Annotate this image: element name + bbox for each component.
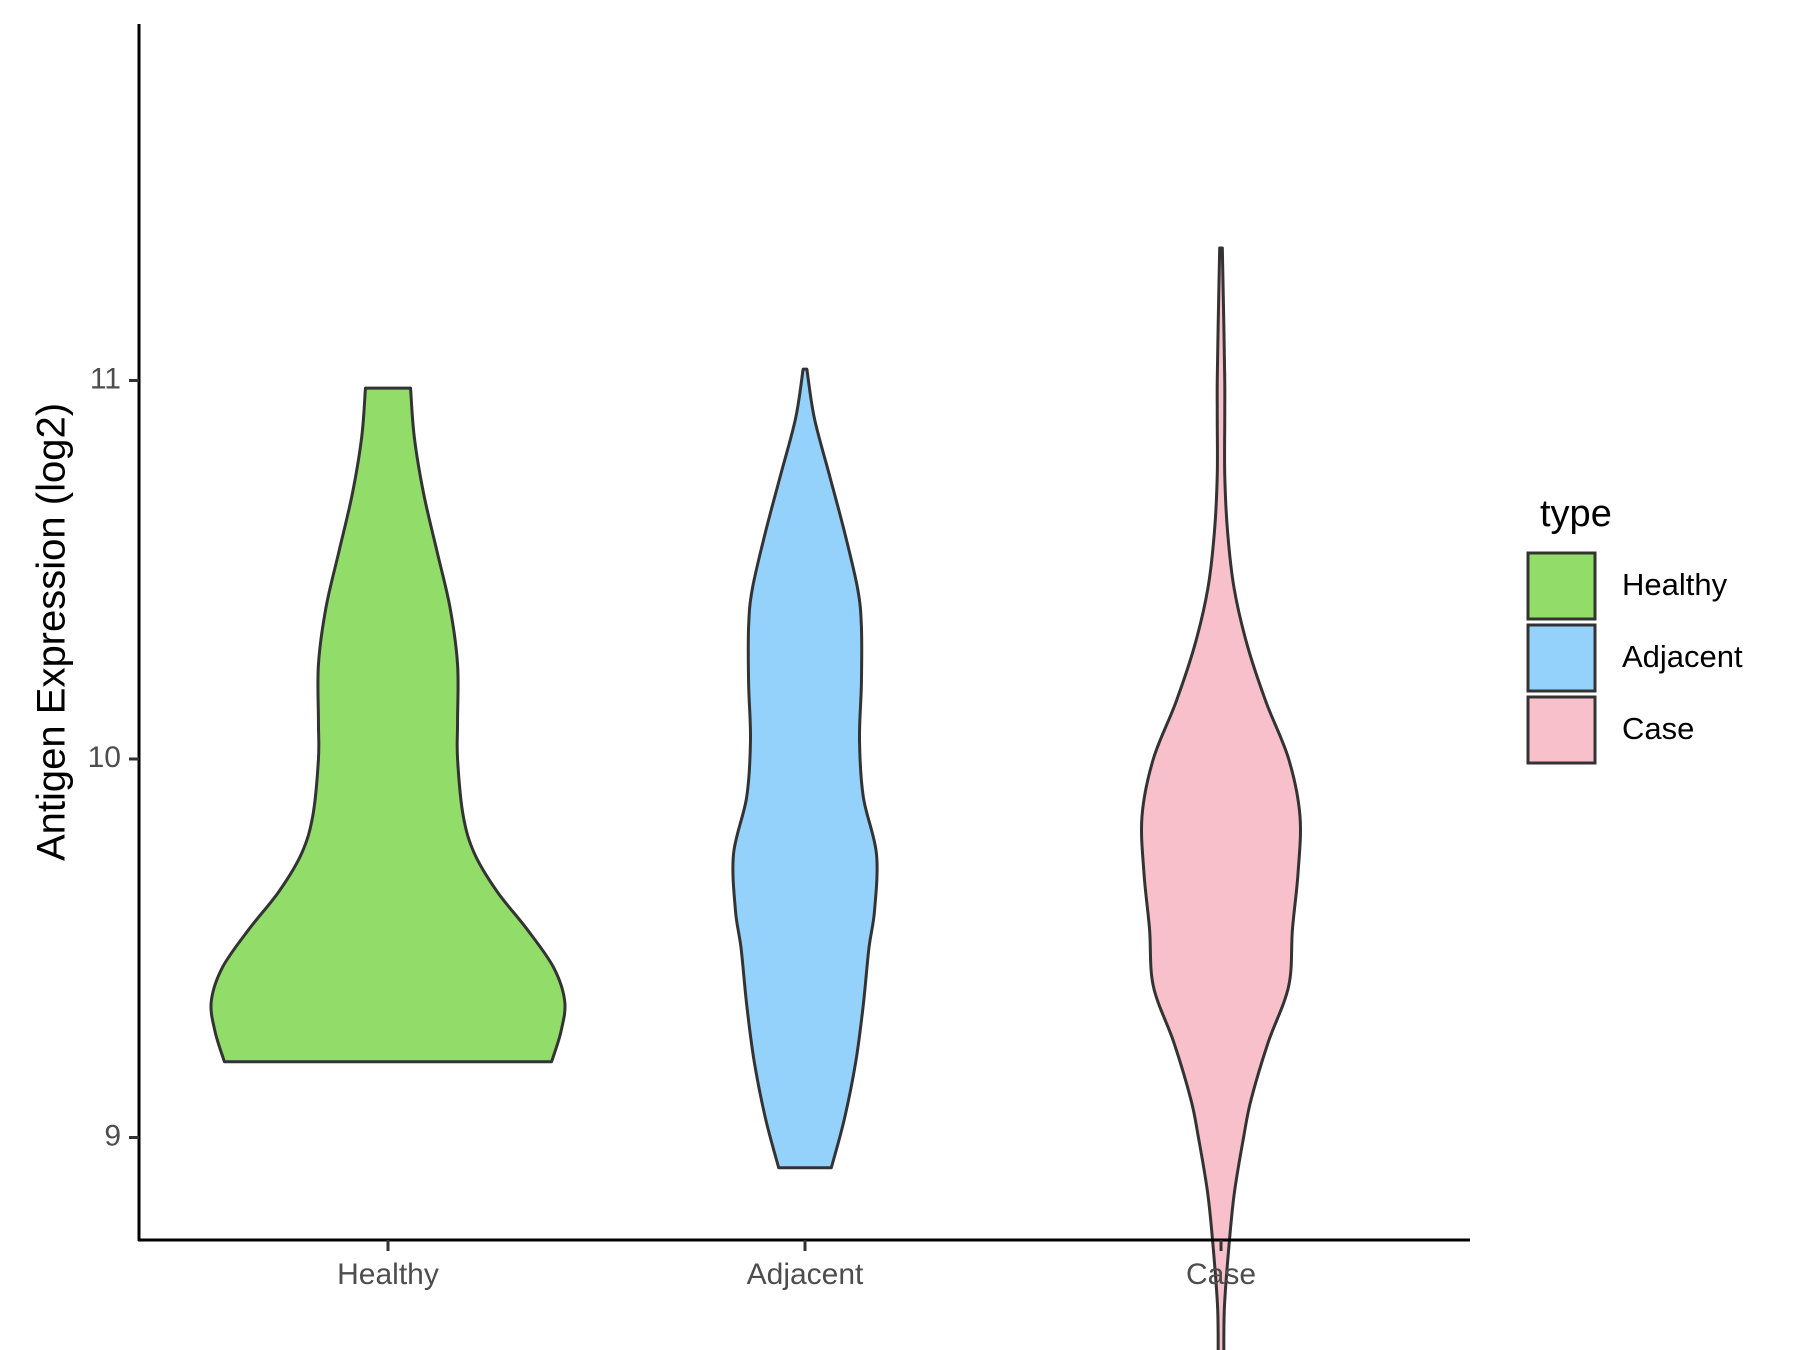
legend-items: Healthy Adjacent Case	[1526, 551, 1743, 765]
violin-healthy	[209, 386, 567, 1064]
y-ticks: 9 10 11	[88, 362, 139, 1152]
legend-label: Adjacent	[1622, 639, 1743, 674]
x-tick-label: Healthy	[337, 1258, 439, 1291]
legend-label: Case	[1622, 711, 1694, 746]
x-tick-label: Adjacent	[747, 1258, 864, 1291]
legend-title: type	[1540, 493, 1612, 535]
legend-label: Healthy	[1622, 567, 1728, 602]
y-tick-label: 10	[88, 741, 121, 774]
x-ticks: Healthy Adjacent Case	[337, 1240, 1256, 1291]
y-axis-title: Antigen Expression (log2)	[30, 403, 74, 861]
violin-case	[1139, 246, 1303, 1350]
y-tick-label: 9	[104, 1119, 121, 1152]
violins-layer	[209, 246, 1303, 1350]
x-tick-label: Case	[1186, 1258, 1256, 1291]
violin-adjacent	[731, 367, 879, 1170]
legend-swatch	[1526, 623, 1597, 693]
legend: type Healthy Adjacent Case	[1526, 493, 1743, 765]
legend-swatch	[1526, 551, 1597, 621]
y-tick-label: 11	[90, 362, 121, 395]
legend-swatch	[1526, 695, 1597, 765]
